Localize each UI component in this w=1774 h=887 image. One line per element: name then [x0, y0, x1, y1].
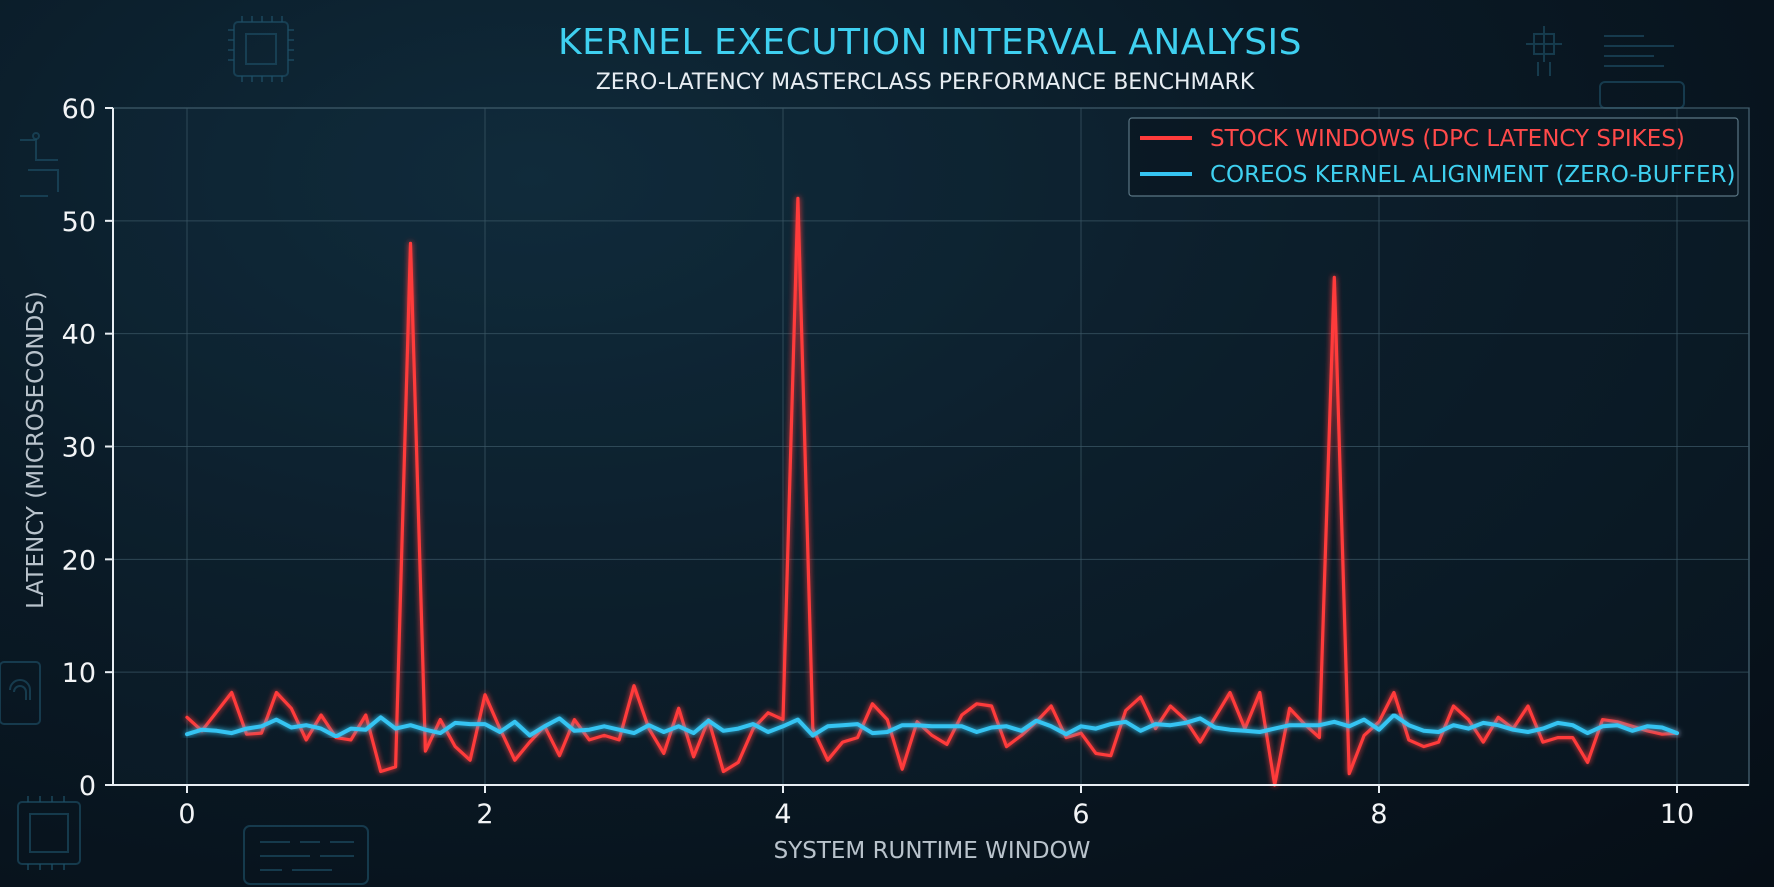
chip-icon: [228, 16, 294, 82]
x-tick-label: 6: [1072, 799, 1089, 830]
x-tick-label: 10: [1660, 799, 1694, 830]
y-tick-label: 10: [62, 658, 96, 689]
legend: STOCK WINDOWS (DPC LATENCY SPIKES) COREO…: [1128, 117, 1739, 197]
circuit-board-icon: [243, 825, 369, 885]
series-lines: [185, 196, 1679, 787]
y-axis-ticks: 0 10 20 30 40 50 60: [62, 94, 113, 802]
circuit-trace-icon: [20, 132, 59, 197]
network-node-icon: [1526, 26, 1562, 76]
series-line-coreos-kernel: [185, 713, 1679, 739]
x-axis-ticks: 0 2 4 6 8 10: [178, 785, 1694, 830]
y-axis-label: LATENCY (MICROSECONDS): [23, 291, 49, 609]
legend-label-stock: STOCK WINDOWS (DPC LATENCY SPIKES): [1210, 126, 1685, 152]
y-tick-label: 60: [62, 94, 96, 125]
x-tick-label: 2: [476, 799, 493, 830]
chip-icon: [17, 796, 81, 870]
x-axis-label: SYSTEM RUNTIME WINDOW: [774, 838, 1091, 864]
y-tick-label: 30: [62, 433, 96, 464]
y-tick-label: 0: [79, 771, 96, 802]
y-tick-label: 40: [62, 320, 96, 351]
chart-title: KERNEL EXECUTION INTERVAL ANALYSIS: [558, 22, 1302, 63]
legend-label-coreos: COREOS KERNEL ALIGNMENT (ZERO-BUFFER): [1210, 162, 1735, 188]
legend-box: [1128, 117, 1739, 197]
x-tick-label: 4: [774, 799, 791, 830]
x-tick-label: 0: [178, 799, 195, 830]
code-lines-icon: [1599, 35, 1685, 109]
fingerprint-icon: [0, 661, 41, 725]
chart-subtitle: ZERO-LATENCY MASTERCLASS PERFORMANCE BEN…: [596, 70, 1255, 95]
y-tick-label: 50: [62, 207, 96, 238]
y-tick-label: 20: [62, 545, 96, 576]
x-tick-label: 8: [1370, 799, 1387, 830]
gridlines: [113, 107, 1749, 785]
